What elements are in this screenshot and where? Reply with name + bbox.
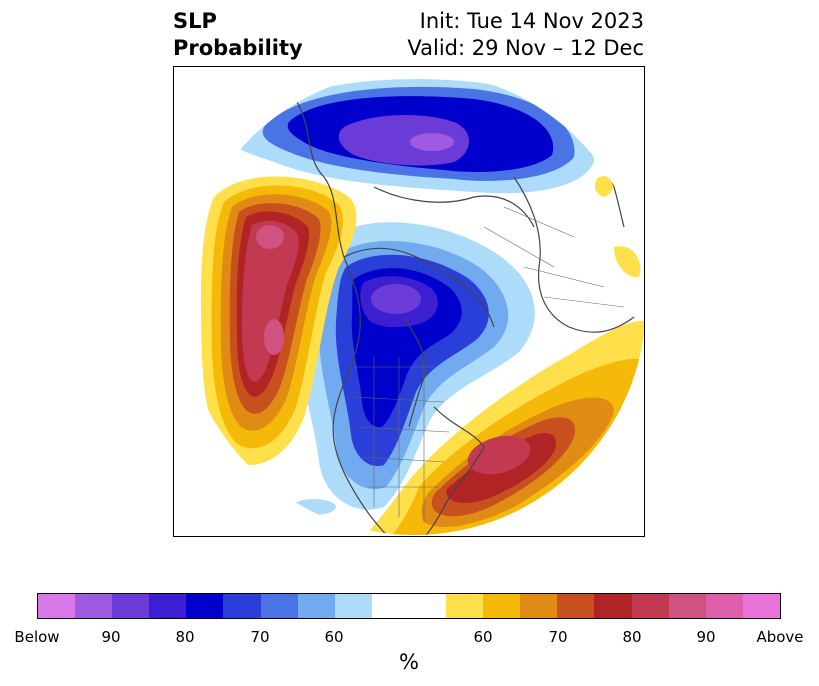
- colorbar-tick-label: 90: [101, 628, 121, 646]
- colorbar-swatch: [112, 594, 150, 618]
- colorbar-swatch: [446, 594, 484, 618]
- below-region-small: [292, 499, 336, 515]
- colorbar-swatch: [223, 594, 261, 618]
- colorbar-tick-label: 70: [548, 628, 568, 646]
- colorbar-swatch: [483, 594, 521, 618]
- colorbar-swatch: [668, 594, 706, 618]
- colorbar-tick-label: Above: [756, 628, 804, 646]
- colorbar-tick-label: 70: [250, 628, 270, 646]
- colorbar-swatch: [38, 594, 76, 618]
- init-date: Init: Tue 14 Nov 2023: [419, 9, 644, 33]
- colorbar-swatch: [297, 594, 335, 618]
- title-line-2: Probability: [173, 36, 303, 60]
- colorbar-tick-label: 80: [175, 628, 195, 646]
- colorbar-tick-label: 60: [324, 628, 344, 646]
- valid-dates: Valid: 29 Nov – 12 Dec: [407, 36, 644, 60]
- colorbar-swatch: [742, 594, 780, 618]
- title-line-1: SLP: [173, 9, 217, 33]
- colorbar-swatch: [75, 594, 113, 618]
- borders: [353, 206, 625, 522]
- colorbar-tick-label: 90: [696, 628, 716, 646]
- colorbar-tick-label: Below: [14, 628, 60, 646]
- colorbar-swatch: [334, 594, 372, 618]
- colorbar-swatch: [149, 594, 187, 618]
- map-svg: [182, 71, 644, 535]
- above-region-edge: [614, 246, 641, 278]
- probability-map: [173, 66, 645, 537]
- colorbar-swatch: [631, 594, 669, 618]
- colorbar: [37, 593, 781, 619]
- colorbar-tick-label: 80: [622, 628, 642, 646]
- colorbar-tick-label: 60: [473, 628, 493, 646]
- colorbar-unit-label: %: [399, 650, 419, 674]
- colorbar-swatch: [520, 594, 558, 618]
- colorbar-swatch: [705, 594, 743, 618]
- below-region-arctic: [233, 79, 594, 194]
- colorbar-swatch: [594, 594, 632, 618]
- colorbar-swatch: [186, 594, 224, 618]
- above-region-small: [594, 176, 614, 197]
- date-info: Init: Tue 14 Nov 2023 Valid: 29 Nov – 12…: [407, 8, 644, 62]
- colorbar-swatch-neutral: [371, 594, 447, 618]
- colorbar-swatch: [557, 594, 595, 618]
- colorbar-swatch: [260, 594, 298, 618]
- chart-title: SLP Probability: [173, 8, 303, 62]
- above-region-north-pacific: [200, 176, 357, 465]
